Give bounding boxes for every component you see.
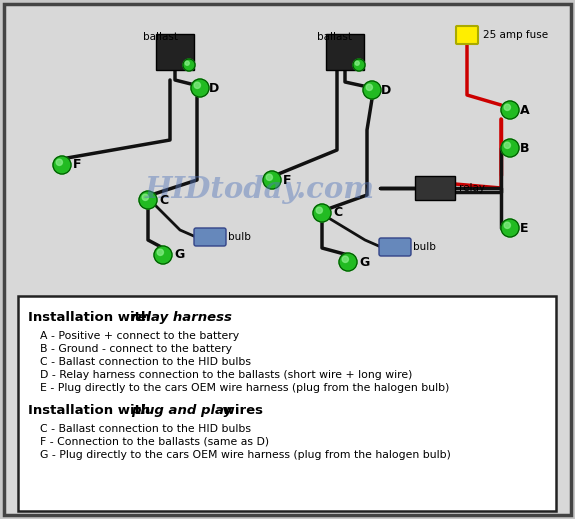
Text: D - Relay harness connection to the ballasts (short wire + long wire): D - Relay harness connection to the ball…	[40, 370, 412, 380]
Text: A: A	[520, 103, 530, 116]
Text: B: B	[520, 142, 530, 155]
Text: relay: relay	[459, 183, 485, 193]
Circle shape	[154, 246, 172, 264]
FancyBboxPatch shape	[18, 296, 556, 511]
Text: 25 amp fuse: 25 amp fuse	[483, 30, 548, 40]
Text: E: E	[520, 222, 528, 235]
Text: ballast: ballast	[317, 32, 352, 42]
Text: wires: wires	[218, 404, 263, 417]
Circle shape	[142, 194, 148, 200]
Text: G: G	[174, 249, 184, 262]
Circle shape	[504, 142, 511, 148]
Circle shape	[339, 253, 357, 271]
Circle shape	[185, 61, 189, 65]
FancyBboxPatch shape	[326, 34, 364, 70]
Circle shape	[139, 191, 157, 209]
Text: bulb: bulb	[413, 242, 436, 252]
Circle shape	[316, 207, 323, 213]
FancyBboxPatch shape	[156, 34, 194, 70]
Text: C: C	[159, 194, 168, 207]
Text: C - Ballast connection to the HID bulbs: C - Ballast connection to the HID bulbs	[40, 424, 251, 434]
Text: ballast: ballast	[143, 32, 178, 42]
Text: B - Ground - connect to the battery: B - Ground - connect to the battery	[40, 344, 232, 354]
FancyBboxPatch shape	[415, 176, 455, 200]
Circle shape	[56, 159, 63, 166]
Circle shape	[363, 81, 381, 99]
Text: F - Connection to the ballasts (same as D): F - Connection to the ballasts (same as …	[40, 437, 269, 447]
FancyBboxPatch shape	[4, 4, 571, 515]
Text: Installation with: Installation with	[28, 404, 155, 417]
Text: E - Plug directly to the cars OEM wire harness (plug from the halogen bulb): E - Plug directly to the cars OEM wire h…	[40, 383, 450, 393]
Text: D: D	[381, 84, 391, 97]
Circle shape	[266, 174, 273, 181]
FancyBboxPatch shape	[456, 26, 478, 44]
Text: relay harness: relay harness	[131, 311, 232, 324]
Circle shape	[504, 104, 511, 111]
Circle shape	[501, 139, 519, 157]
FancyBboxPatch shape	[379, 238, 411, 256]
Circle shape	[194, 82, 201, 88]
Circle shape	[353, 59, 365, 71]
Circle shape	[366, 84, 373, 90]
Circle shape	[191, 79, 209, 97]
Text: plug and play: plug and play	[131, 404, 232, 417]
Text: F: F	[73, 158, 82, 171]
Text: F: F	[283, 173, 292, 186]
Circle shape	[501, 219, 519, 237]
Text: Installation with: Installation with	[28, 311, 155, 324]
Text: C: C	[333, 207, 342, 220]
FancyBboxPatch shape	[194, 228, 226, 246]
Circle shape	[355, 61, 359, 65]
Circle shape	[501, 101, 519, 119]
Circle shape	[504, 222, 511, 228]
Text: G: G	[359, 255, 369, 268]
Circle shape	[53, 156, 71, 174]
Text: D: D	[209, 81, 219, 94]
Circle shape	[183, 59, 195, 71]
Text: C - Ballast connection to the HID bulbs: C - Ballast connection to the HID bulbs	[40, 357, 251, 367]
Text: G - Plug directly to the cars OEM wire harness (plug from the halogen bulb): G - Plug directly to the cars OEM wire h…	[40, 450, 451, 460]
Circle shape	[342, 256, 348, 263]
Text: bulb: bulb	[228, 232, 251, 242]
Text: A - Positive + connect to the battery: A - Positive + connect to the battery	[40, 331, 239, 341]
Circle shape	[157, 249, 163, 255]
Circle shape	[313, 204, 331, 222]
Circle shape	[263, 171, 281, 189]
Text: HIDtoday.com: HIDtoday.com	[145, 175, 375, 204]
